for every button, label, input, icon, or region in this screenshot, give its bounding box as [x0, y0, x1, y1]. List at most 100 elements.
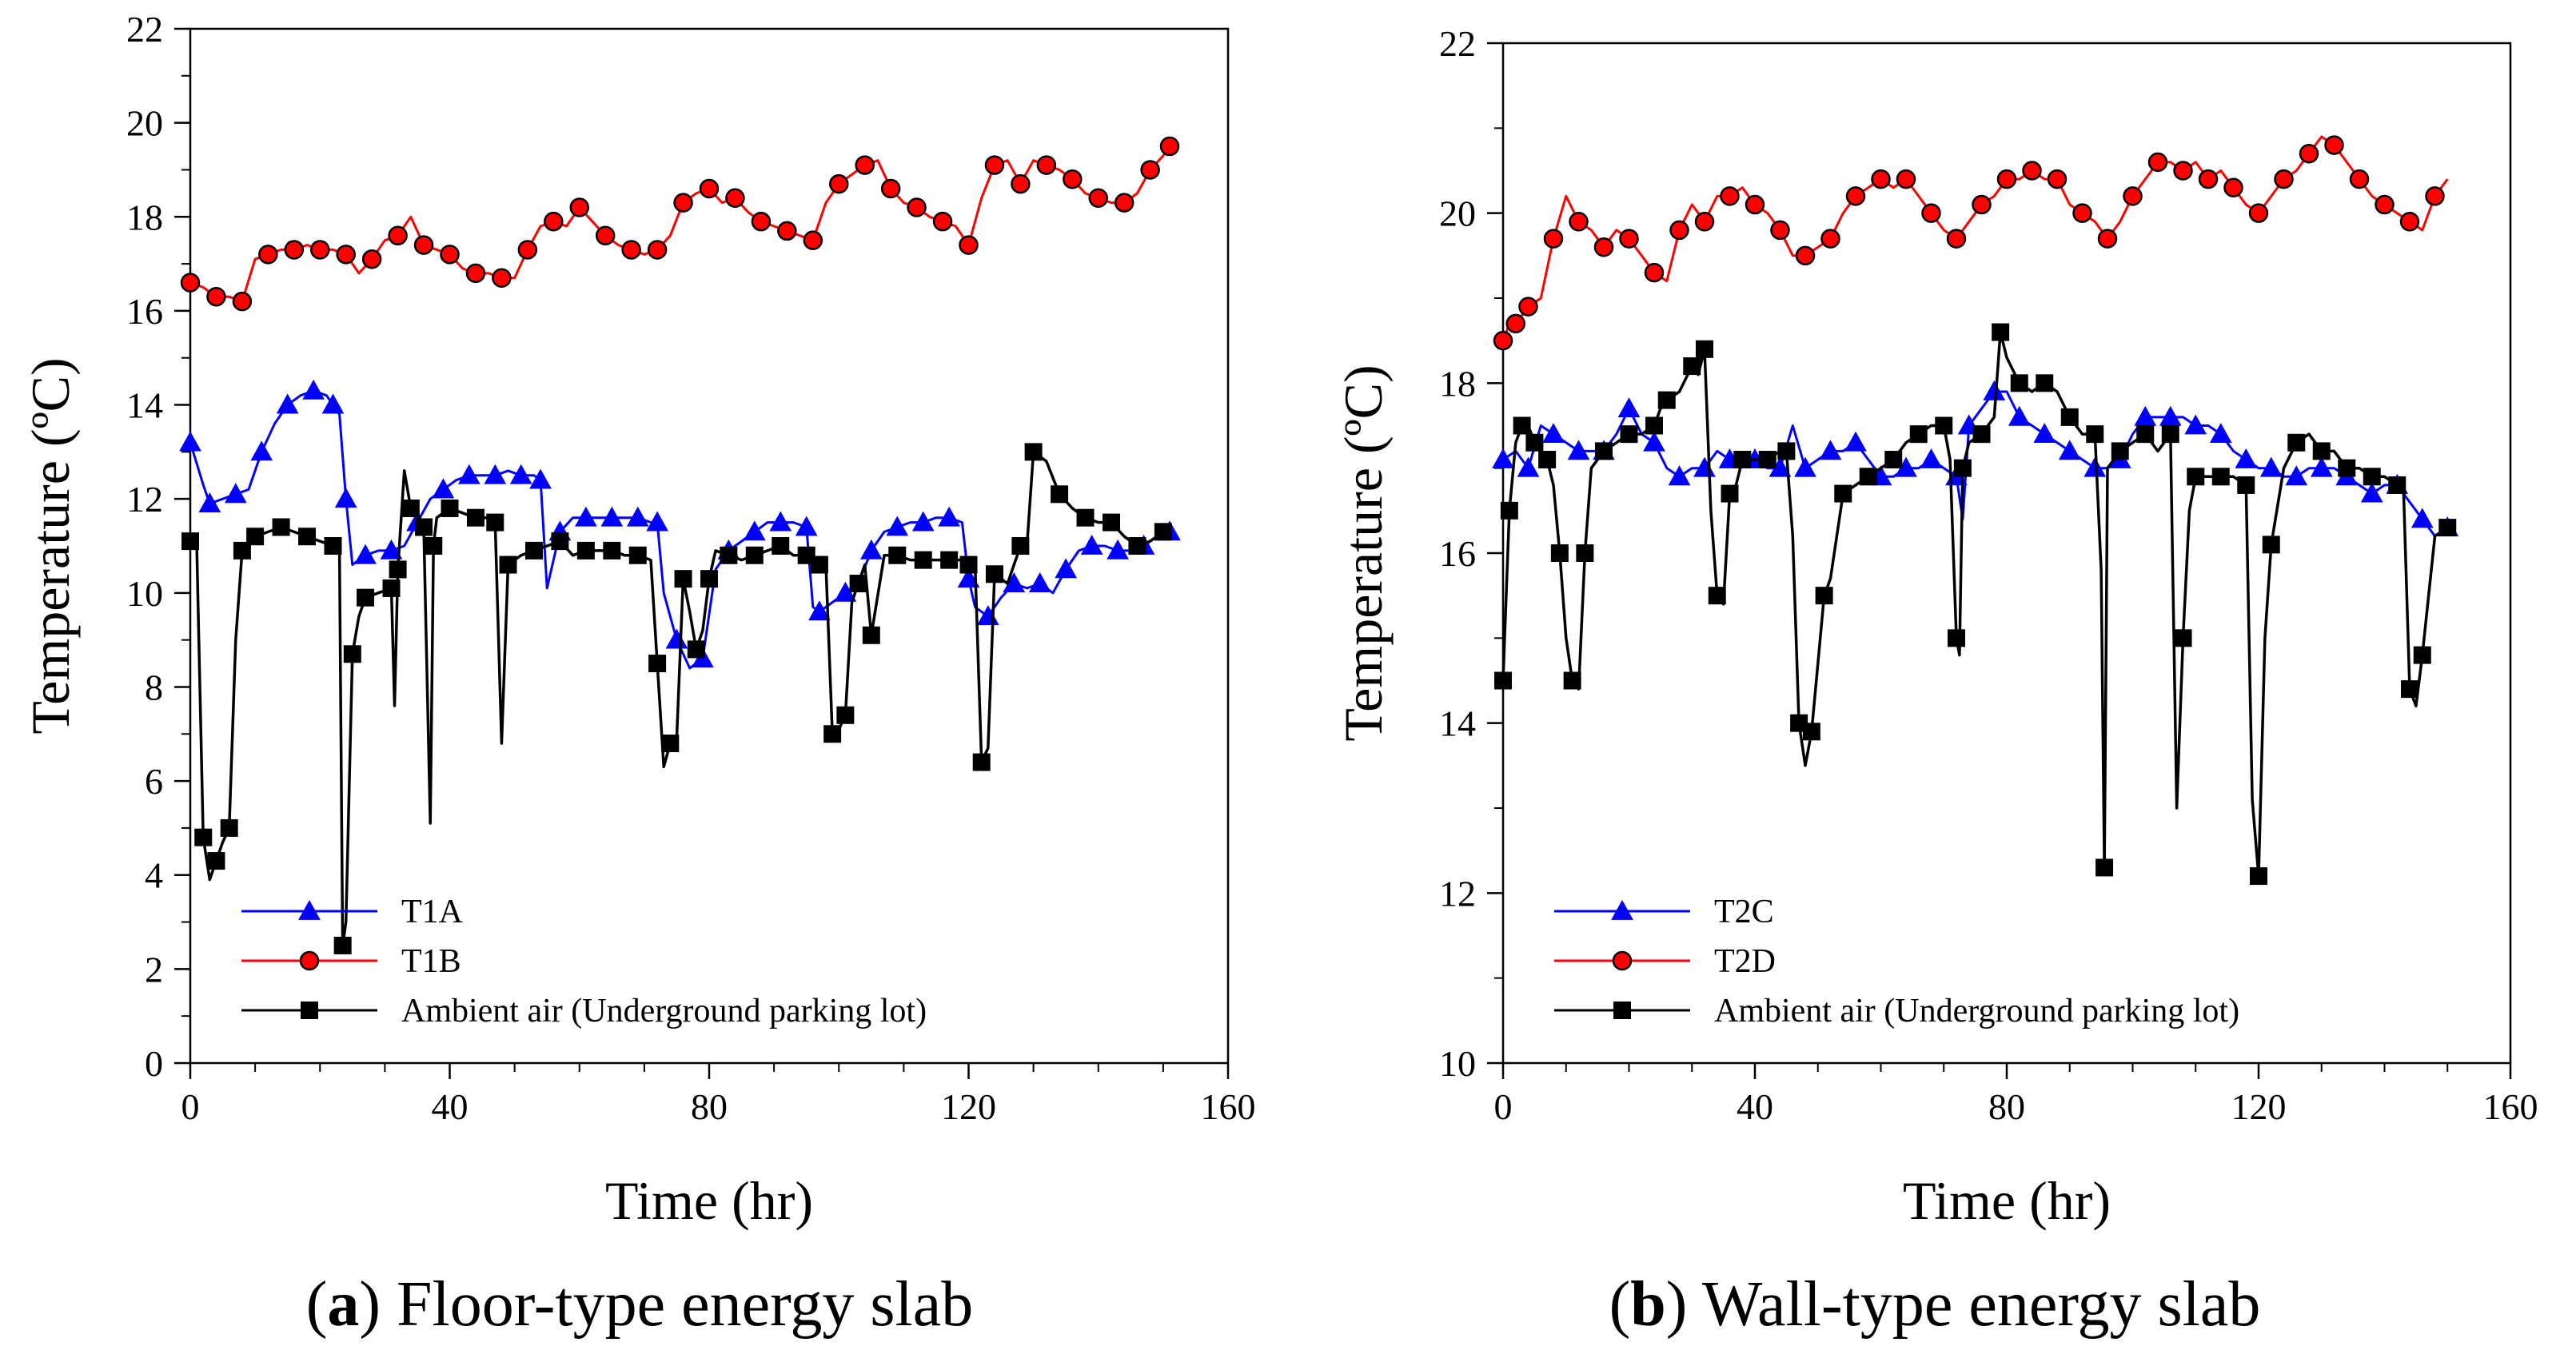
data-point-a-2: [1076, 508, 1095, 527]
data-point-a-1: [440, 245, 460, 265]
data-point-b-1: [1505, 313, 1525, 334]
data-point-b-2: [1992, 323, 2010, 341]
data-point-a-1: [647, 240, 668, 260]
data-point-a-2: [551, 532, 569, 551]
data-point-a-2: [674, 570, 692, 588]
data-point-b-1: [2173, 161, 2193, 181]
data-point-b-1: [2248, 203, 2269, 223]
data-point-a-0: [976, 605, 999, 626]
x-axis-title-a: Time (hr): [605, 1170, 813, 1231]
data-point-b-1: [2299, 143, 2319, 164]
y-tick-label-a: 8: [145, 667, 163, 707]
data-point-a-0: [457, 464, 481, 484]
data-point-a-1: [361, 249, 382, 269]
data-point-b-2: [2174, 629, 2192, 647]
data-point-a-0: [886, 516, 909, 536]
data-point-b-1: [2425, 186, 2445, 206]
data-point-a-2: [357, 588, 375, 607]
data-point-b-1: [1593, 237, 1614, 257]
data-point-b-0: [1819, 440, 1842, 460]
y-tick-label-b: 10: [1439, 1043, 1476, 1084]
data-point-b-2: [2338, 459, 2356, 477]
data-point-b-2: [1972, 425, 1991, 444]
data-point-a-0: [276, 393, 299, 414]
data-point-b-2: [2095, 858, 2114, 877]
data-point-a-1: [206, 287, 226, 307]
data-point-b-0: [1542, 423, 1565, 444]
data-point-a-1: [1159, 136, 1180, 157]
series-line-b-1: [1501, 135, 2449, 341]
data-point-a-2: [576, 541, 595, 560]
data-point-b-1: [2399, 212, 2420, 232]
data-point-b-1: [2123, 186, 2143, 206]
data-point-a-2: [401, 499, 420, 517]
data-point-b-0: [1920, 448, 1943, 468]
data-point-a-2: [1051, 485, 1069, 504]
y-tick-label-a: 2: [145, 949, 163, 990]
data-point-a-1: [1063, 169, 1083, 189]
data-point-a-2: [389, 560, 407, 579]
data-point-a-1: [1114, 193, 1134, 213]
data-point-b-0: [2084, 456, 2107, 477]
data-point-a-1: [413, 235, 434, 255]
x-axis-title-b: Time (hr): [1903, 1170, 2111, 1231]
x-tick-label-a: 120: [941, 1086, 996, 1127]
data-point-b-0: [1668, 465, 1691, 486]
data-point-a-1: [855, 155, 875, 175]
data-point-b-0: [1567, 440, 1590, 460]
data-point-b-1: [2349, 169, 2370, 189]
data-point-a-2: [888, 546, 907, 564]
data-point-b-0: [1517, 456, 1540, 477]
data-point-b-1: [2097, 229, 2118, 249]
chart-panel-a: 0 2 4 6 8 10 12 14 16 18 20 22 0 40 80 120 160 Time (hr) T…: [20, 9, 1256, 1231]
y-tick-label-a: 4: [145, 855, 163, 896]
data-point-b-2: [2136, 425, 2155, 444]
data-point-a-0: [250, 440, 273, 461]
data-point-a-2: [1024, 443, 1043, 461]
data-point-b-1: [1795, 245, 1816, 266]
data-point-a-1: [699, 178, 720, 199]
legend-label-a-2: Ambient air (Underground parking lot): [401, 993, 927, 1029]
data-point-a-2: [836, 706, 855, 724]
data-point-b-2: [2036, 374, 2054, 392]
y-axis-title-b: Temperature (ºC): [1333, 364, 1394, 741]
data-point-a-2: [441, 499, 459, 517]
data-point-b-0: [2235, 448, 2258, 468]
data-point-b-2: [1645, 416, 1663, 435]
data-point-a-0: [198, 492, 221, 512]
data-point-b-2: [2363, 468, 2381, 486]
data-point-a-0: [957, 567, 980, 588]
y-tick-label-a: 14: [126, 385, 163, 426]
y-tick-label-b: 18: [1439, 363, 1476, 404]
data-point-b-2: [2388, 476, 2407, 494]
y-axis-title-a: Temperature (ºC): [20, 357, 81, 734]
data-point-b-1: [1543, 229, 1564, 249]
data-point-a-2: [628, 546, 647, 564]
data-point-a-0: [808, 600, 831, 621]
data-point-a-0: [1107, 539, 1129, 560]
data-point-b-1: [2047, 169, 2068, 189]
data-point-a-1: [829, 173, 849, 194]
data-point-a-1: [1140, 160, 1160, 180]
x-tick-label-b: 40: [1737, 1086, 1773, 1127]
data-point-b-2: [1935, 416, 1953, 435]
y-tick-label-b: 16: [1439, 533, 1476, 574]
data-point-a-0: [1080, 534, 1103, 555]
data-point-b-2: [2287, 433, 2306, 452]
data-point-b-2: [1909, 425, 1928, 444]
data-point-a-1: [595, 225, 616, 246]
legend-b: T2C T2D Ambient air (Underground parking l…: [1554, 894, 2239, 1029]
data-point-b-1: [2324, 135, 2344, 155]
data-point-b-0: [1794, 456, 1816, 477]
y-tick-label-a: 10: [126, 573, 163, 614]
data-point-a-1: [180, 273, 201, 293]
legend-marker-a-0: [298, 899, 321, 920]
data-point-b-2: [1884, 451, 1903, 469]
data-point-b-0: [2360, 482, 2383, 503]
data-point-a-0: [626, 506, 649, 527]
data-point-b-2: [1550, 544, 1569, 562]
data-point-b-1: [1745, 194, 1765, 215]
series-b-2: [1494, 323, 2457, 886]
series-b-1: [1493, 135, 2449, 351]
data-point-a-2: [810, 556, 828, 574]
